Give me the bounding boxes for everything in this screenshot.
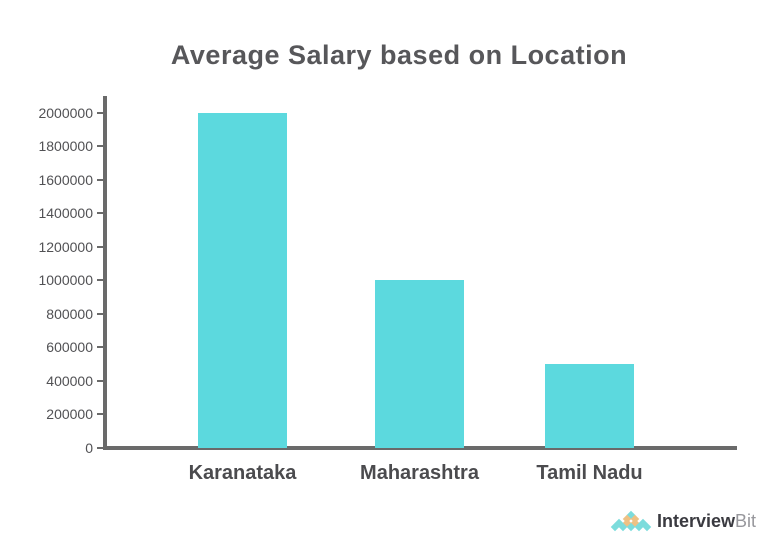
- bar-tamil-nadu: [545, 364, 634, 448]
- y-axis-tick-label: 1200000: [38, 238, 93, 255]
- y-axis-tick: [97, 346, 105, 349]
- y-axis-tick-label: 2000000: [38, 104, 93, 121]
- interviewbit-logo-icon: [610, 510, 652, 532]
- y-axis-line: [103, 96, 107, 450]
- y-axis-tick: [97, 413, 105, 416]
- logo-diamond: [642, 522, 652, 532]
- chart-title: Average Salary based on Location: [170, 40, 628, 70]
- y-axis-tick-label: 0: [85, 440, 93, 456]
- x-axis-line: [103, 446, 737, 450]
- y-axis-tick-label: 600000: [46, 339, 93, 356]
- y-axis-tick: [97, 212, 105, 215]
- y-axis-tick: [97, 178, 105, 181]
- x-axis-label-tamil-nadu: Tamil Nadu: [536, 462, 643, 484]
- logo-diamond-row: [610, 522, 652, 532]
- y-axis-tick-label: 1000000: [38, 272, 93, 289]
- y-axis-tick: [97, 379, 105, 382]
- y-axis-tick-label: 1600000: [38, 171, 93, 188]
- bar-maharashtra: [375, 280, 464, 448]
- interviewbit-logo-text: InterviewBit: [657, 512, 756, 530]
- y-axis-tick: [97, 447, 105, 449]
- interviewbit-logo: InterviewBit: [610, 510, 756, 532]
- y-axis-tick: [97, 312, 105, 315]
- y-axis-tick: [97, 145, 105, 148]
- y-axis-tick: [97, 245, 105, 248]
- logo-text-primary: Interview: [656, 511, 735, 531]
- y-axis-tick-label: 400000: [46, 372, 93, 389]
- y-axis-tick-label: 800000: [46, 305, 93, 322]
- x-axis-label-karanataka: Karanataka: [188, 462, 297, 484]
- logo-text-secondary: Bit: [734, 511, 756, 531]
- x-axis-label-maharashtra: Maharashtra: [360, 462, 479, 484]
- bar-karanataka: [198, 112, 287, 448]
- y-axis-tick: [97, 279, 105, 282]
- y-axis-tick-label: 1800000: [38, 138, 93, 155]
- y-axis-tick-label: 1400000: [38, 205, 93, 222]
- y-axis-tick-label: 200000: [46, 406, 93, 423]
- y-axis-tick: [97, 111, 105, 114]
